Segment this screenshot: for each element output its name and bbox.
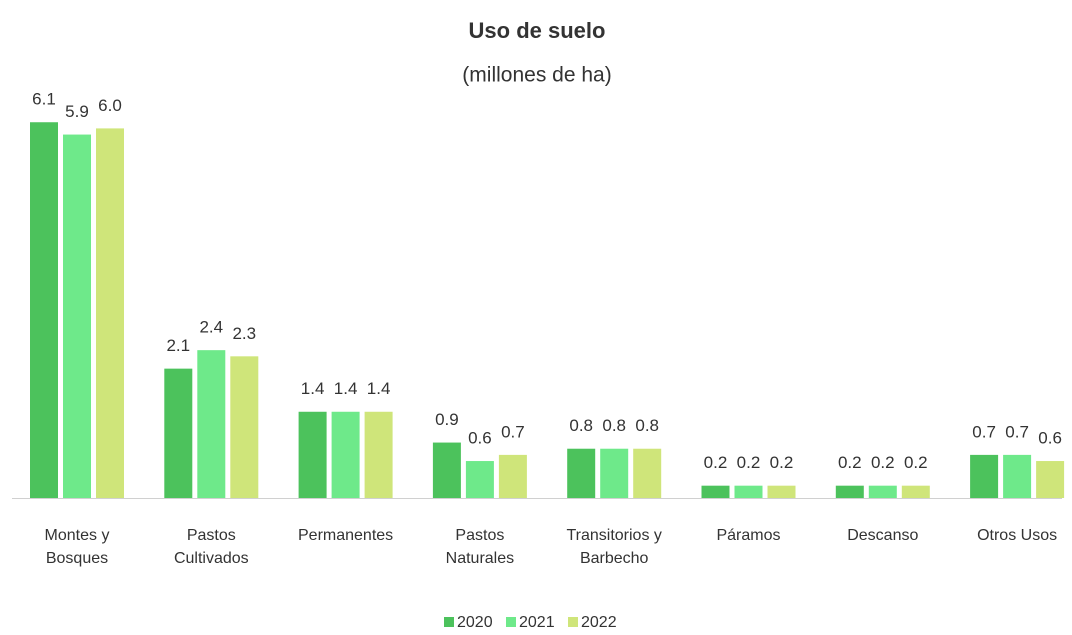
- bar: [298, 411, 327, 498]
- legend-label: 2020: [457, 614, 493, 631]
- data-label: 0.9: [435, 410, 459, 429]
- x-tick-label: Descanso: [847, 527, 919, 544]
- data-label: 1.4: [301, 379, 325, 398]
- data-label: 0.2: [704, 453, 728, 472]
- data-label: 0.6: [1038, 429, 1062, 448]
- legend-swatch: [568, 617, 578, 627]
- bar: [970, 454, 999, 498]
- bar: [432, 442, 461, 498]
- x-tick-label: Pastos Naturales: [445, 527, 515, 567]
- data-label: 0.8: [569, 416, 593, 435]
- data-label: 1.4: [367, 379, 391, 398]
- data-label: 0.7: [972, 422, 996, 441]
- data-label: 0.2: [871, 453, 895, 472]
- bar: [701, 485, 730, 498]
- x-tick-label: Permanentes: [298, 527, 394, 544]
- data-label: 0.2: [838, 453, 862, 472]
- bar: [465, 461, 494, 498]
- legend-swatch: [444, 617, 454, 627]
- bar: [1003, 454, 1032, 498]
- data-label: 0.7: [1005, 422, 1029, 441]
- legend-label: 2021: [519, 614, 555, 631]
- data-label: 0.7: [501, 422, 525, 441]
- bar: [230, 356, 259, 498]
- bar: [498, 454, 527, 498]
- bar: [197, 350, 226, 498]
- bar: [734, 485, 763, 498]
- bar: [63, 134, 91, 498]
- x-tick-label: Montes y Bosques: [44, 527, 110, 567]
- data-label: 0.8: [635, 416, 659, 435]
- x-tick-label: Páramos: [716, 527, 781, 544]
- bar: [30, 122, 58, 499]
- data-label: 6.0: [98, 96, 122, 115]
- bar: [1036, 461, 1065, 498]
- legend-swatch: [506, 617, 516, 627]
- data-label: 0.2: [904, 453, 928, 472]
- bar: [835, 485, 864, 498]
- data-label: 2.3: [232, 324, 256, 343]
- x-tick-label: Otros Usos: [977, 527, 1058, 544]
- chart-subtitle: (millones de ha): [462, 64, 611, 87]
- bar: [364, 411, 393, 498]
- x-tick-label: Pastos Cultivados: [173, 527, 249, 567]
- data-label: 2.4: [199, 318, 223, 337]
- data-label: 6.1: [32, 90, 56, 109]
- data-label: 0.2: [770, 453, 794, 472]
- x-tick-label: Transitorios y Barbecho: [566, 527, 662, 567]
- data-label: 1.4: [334, 379, 358, 398]
- bar: [600, 448, 629, 498]
- bar: [901, 485, 930, 498]
- chart-title: Uso de suelo: [469, 18, 606, 43]
- bar: [164, 368, 193, 498]
- data-label: 0.2: [737, 453, 761, 472]
- bar: [96, 128, 124, 498]
- data-label: 2.1: [166, 336, 190, 355]
- bar: [767, 485, 796, 498]
- bar: [868, 485, 897, 498]
- data-label: 5.9: [65, 102, 89, 121]
- bar: [331, 411, 360, 498]
- bar: [567, 448, 596, 498]
- data-label: 0.6: [468, 429, 492, 448]
- legend-label: 2022: [581, 614, 617, 631]
- bar: [633, 448, 662, 498]
- data-label: 0.8: [602, 416, 626, 435]
